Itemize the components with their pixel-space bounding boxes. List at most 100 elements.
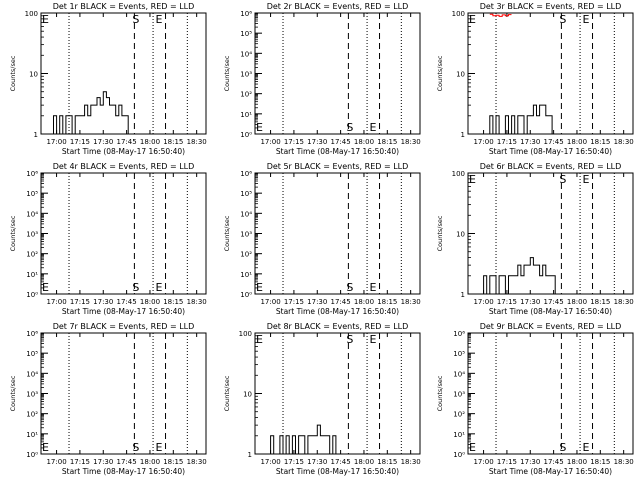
x-tick-label: 17:00 (473, 138, 493, 146)
y-tick-label: 10¹ (240, 111, 252, 119)
x-tick-label: 17:00 (260, 298, 280, 306)
x-axis-label: Start Time (08-May-17 16:50:40) (62, 467, 185, 476)
x-tick-label: 18:00 (140, 458, 160, 466)
marker-e-left: E (42, 281, 49, 294)
x-axis-label: Start Time (08-May-17 16:50:40) (62, 307, 185, 316)
x-tick-label: 17:15 (284, 458, 304, 466)
x-tick-label: 17:00 (46, 298, 66, 306)
y-tick-label: 10⁶ (26, 170, 38, 178)
x-tick-label: 18:00 (140, 138, 160, 146)
panel-title: Det 9r BLACK = Events, RED = LLD (480, 322, 622, 331)
x-tick-label: 18:15 (590, 458, 610, 466)
y-tick-label: 100 (452, 10, 465, 18)
y-tick-label: 10³ (26, 391, 38, 399)
panel-title: Det 5r BLACK = Events, RED = LLD (267, 162, 409, 171)
marker-s: S (132, 13, 139, 26)
x-tick-label: 17:45 (331, 298, 351, 306)
y-tick-label: 10⁴ (240, 50, 252, 58)
y-tick-label: 10⁰ (240, 131, 252, 139)
y-tick-label: 10⁵ (453, 350, 465, 358)
x-axis-label: Start Time (08-May-17 16:50:40) (489, 467, 612, 476)
x-tick-label: 17:30 (93, 458, 113, 466)
x-tick-label: 17:45 (117, 458, 137, 466)
x-tick-label: 18:00 (567, 458, 587, 466)
y-tick-label: 100 (239, 330, 252, 338)
y-axis-label: Counts/sec (436, 375, 444, 411)
x-tick-label: 17:15 (70, 458, 90, 466)
y-axis-label: Counts/sec (223, 215, 231, 251)
x-tick-label: 17:30 (93, 298, 113, 306)
x-axis-label: Start Time (08-May-17 16:50:40) (62, 147, 185, 156)
marker-e-left: E (42, 441, 49, 454)
x-tick-label: 17:15 (497, 458, 517, 466)
y-tick-label: 10⁵ (240, 190, 252, 198)
panel-title: Det 1r BLACK = Events, RED = LLD (53, 2, 195, 11)
y-tick-label: 10⁰ (26, 451, 38, 459)
marker-s: S (346, 333, 353, 346)
y-tick-label: 10⁶ (240, 170, 252, 178)
marker-s: S (346, 281, 353, 294)
marker-e-left: E (469, 441, 476, 454)
y-tick-label: 1 (248, 451, 252, 459)
x-tick-label: 18:00 (354, 138, 374, 146)
panel-4: Det 4r BLACK = Events, RED = LLD 17:00 17:… (9, 162, 207, 316)
x-tick-label: 18:30 (614, 458, 634, 466)
y-tick-label: 1 (461, 131, 465, 139)
x-tick-label: 18:00 (567, 138, 587, 146)
x-axis-label: Start Time (08-May-17 16:50:40) (276, 467, 399, 476)
y-axis-label: Counts/sec (436, 55, 444, 91)
x-tick-label: 18:00 (354, 298, 374, 306)
x-tick-label: 18:30 (187, 458, 207, 466)
x-tick-label: 17:30 (520, 138, 540, 146)
x-tick-label: 17:45 (117, 298, 137, 306)
x-axis-label: Start Time (08-May-17 16:50:40) (489, 147, 612, 156)
marker-e-left: E (42, 13, 49, 26)
x-tick-label: 17:45 (331, 458, 351, 466)
series-2-line (489, 13, 512, 17)
x-tick-label: 18:30 (187, 298, 207, 306)
x-tick-label: 18:15 (377, 138, 397, 146)
x-axis-label: Start Time (08-May-17 16:50:40) (276, 307, 399, 316)
x-tick-label: 17:15 (497, 138, 517, 146)
x-tick-label: 18:15 (590, 298, 610, 306)
y-tick-label: 10³ (240, 71, 252, 79)
x-axis-label: Start Time (08-May-17 16:50:40) (276, 147, 399, 156)
x-tick-label: 17:00 (260, 458, 280, 466)
marker-e-right: E (156, 281, 163, 294)
marker-e-right: E (370, 121, 377, 134)
x-tick-label: 18:30 (614, 298, 634, 306)
y-tick-label: 10³ (240, 231, 252, 239)
panel-9: Det 9r BLACK = Events, RED = LLD 17:00 17:… (436, 322, 634, 476)
marker-e-right: E (583, 441, 590, 454)
y-axis-label: Counts/sec (9, 215, 17, 251)
x-tick-label: 18:30 (401, 458, 421, 466)
x-tick-label: 17:00 (46, 138, 66, 146)
panel-3: Det 3r BLACK = Events, RED = LLD 17:00 17:… (436, 2, 634, 156)
y-tick-label: 10⁰ (240, 291, 252, 299)
x-tick-label: 17:45 (544, 298, 564, 306)
y-tick-label: 10 (29, 71, 38, 79)
x-tick-label: 17:15 (70, 138, 90, 146)
panel-2: Det 2r BLACK = Events, RED = LLD 17:00 17:… (223, 2, 421, 156)
y-tick-label: 1 (461, 291, 465, 299)
series-1-line (50, 91, 132, 135)
x-tick-label: 17:30 (93, 138, 113, 146)
x-tick-label: 17:30 (307, 298, 327, 306)
panel-7: Det 7r BLACK = Events, RED = LLD 17:00 17:… (9, 322, 207, 476)
x-tick-label: 17:00 (473, 458, 493, 466)
x-tick-label: 18:15 (163, 458, 183, 466)
marker-e-left: E (469, 13, 476, 26)
marker-e-right: E (583, 173, 590, 186)
marker-s: S (132, 281, 139, 294)
x-tick-label: 18:15 (163, 298, 183, 306)
panel-8: Det 8r BLACK = Events, RED = LLD 17:00 17:… (223, 322, 421, 476)
y-tick-label: 10² (453, 411, 465, 419)
x-tick-label: 17:00 (260, 138, 280, 146)
x-tick-label: 17:45 (331, 138, 351, 146)
y-tick-label: 10 (243, 391, 252, 399)
y-tick-label: 10 (456, 71, 465, 79)
marker-e-right: E (156, 13, 163, 26)
series-1-line (480, 257, 559, 295)
x-tick-label: 17:30 (520, 298, 540, 306)
marker-e-right: E (370, 333, 377, 346)
